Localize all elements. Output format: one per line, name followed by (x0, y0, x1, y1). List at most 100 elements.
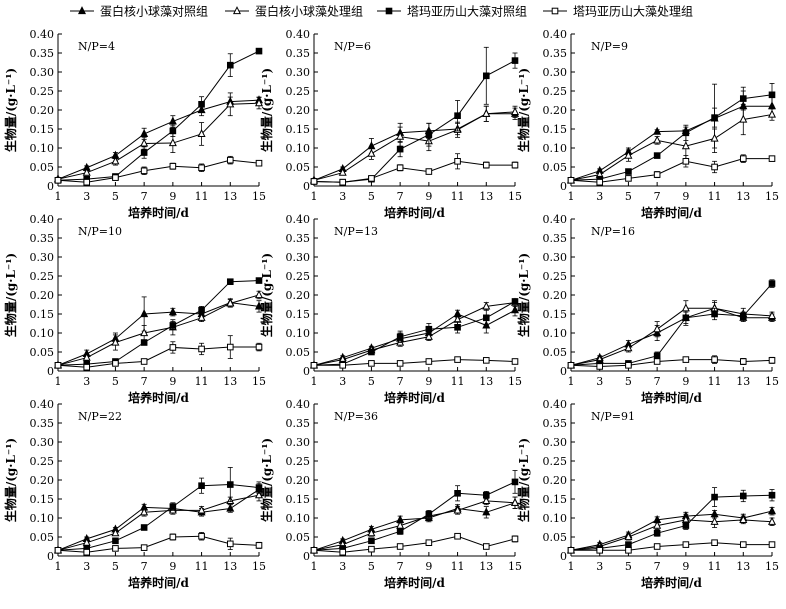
data-point (169, 162, 177, 170)
series-line (313, 502, 516, 551)
x-tick-label: 15 (508, 560, 522, 573)
data-point (54, 362, 62, 369)
data-point (510, 305, 520, 314)
y-tick-label: 0.15 (543, 308, 568, 321)
y-axis-label: 生物量/(g·L⁻¹) (516, 68, 531, 152)
y-tick-label: 0.25 (286, 85, 311, 98)
x-tick-label: 7 (654, 375, 661, 388)
y-axis-label: 生物量/(g·L⁻¹) (3, 253, 18, 337)
data-point (111, 337, 120, 346)
data-point (682, 356, 690, 363)
legend-label: 塔玛亚历山大藻对照组 (407, 5, 527, 19)
y-tick-label: 0.25 (543, 85, 568, 98)
x-tick-label: 11 (451, 190, 465, 203)
data-point (424, 331, 433, 340)
data-point (140, 167, 148, 175)
y-tick-label: 0.20 (543, 474, 568, 487)
y-tick-label: 0.10 (286, 142, 311, 155)
data-point (625, 547, 632, 554)
y-tick-label: 0 (47, 550, 54, 563)
x-axis-label: 培养时间/d (641, 205, 702, 220)
data-point (140, 544, 148, 551)
y-tick-label: 0.05 (30, 531, 55, 544)
y-tick-label: 0.20 (30, 104, 55, 117)
x-tick-label: 15 (765, 375, 779, 388)
data-point (111, 156, 120, 165)
panel-3: 00.050.100.150.200.250.300.350.401 3 5 7 9 11… (516, 28, 779, 220)
series-4 (567, 539, 776, 554)
y-tick-label: 0.15 (30, 123, 55, 136)
x-tick-label: 1 (55, 560, 62, 573)
x-tick-label: 13 (223, 375, 237, 388)
data-point (169, 533, 177, 541)
data-point (368, 348, 375, 356)
y-tick-label: 0.40 (543, 28, 568, 41)
y-tick-label: 0.10 (286, 512, 311, 525)
data-point (711, 310, 718, 318)
x-tick-label: 7 (141, 560, 148, 573)
series-line (313, 302, 516, 366)
data-point (482, 507, 491, 516)
x-tick-label: 11 (708, 560, 722, 573)
x-tick-label: 13 (223, 190, 237, 203)
data-point (168, 138, 177, 147)
data-point (396, 131, 405, 140)
data-point (767, 109, 777, 118)
data-point (111, 528, 120, 537)
series-line (570, 307, 773, 366)
data-point (396, 528, 404, 535)
y-tick-label: 0.20 (30, 474, 55, 487)
data-point (83, 178, 91, 186)
data-point (567, 177, 575, 184)
data-point (396, 360, 404, 367)
y-axis-label: 生物量/(g·L⁻¹) (259, 253, 274, 337)
x-tick-label: 7 (654, 190, 661, 203)
x-axis-label: 培养时间/d (128, 390, 189, 405)
data-point (768, 541, 776, 548)
data-point (624, 532, 633, 541)
data-point (82, 352, 91, 361)
data-point (482, 301, 491, 310)
x-tick-label: 15 (252, 375, 266, 388)
y-tick-label: 0.40 (543, 213, 568, 226)
x-tick-label: 7 (397, 190, 404, 203)
data-point (54, 547, 62, 554)
data-point (653, 358, 661, 365)
y-tick-label: 0.30 (30, 436, 55, 449)
data-point (198, 532, 205, 540)
data-point (169, 127, 177, 135)
series-4 (567, 154, 776, 186)
data-point (682, 522, 690, 529)
panel-title: N/P=10 (78, 225, 122, 238)
data-point (255, 484, 263, 491)
y-tick-label: 0.05 (543, 346, 568, 359)
y-tick-label: 0.40 (30, 213, 55, 226)
x-tick-label: 3 (596, 560, 603, 573)
y-tick-label: 0.30 (30, 66, 55, 79)
x-tick-label: 11 (195, 375, 209, 388)
y-tick-label: 0.25 (30, 270, 55, 283)
data-point (197, 505, 206, 514)
data-point (255, 47, 263, 55)
data-point (767, 516, 777, 525)
x-tick-label: 1 (311, 375, 318, 388)
x-tick-label: 15 (252, 560, 266, 573)
series-line (57, 494, 260, 551)
data-point (596, 178, 604, 186)
y-tick-label: 0.20 (30, 289, 55, 302)
data-point (168, 307, 177, 316)
y-tick-label: 0 (47, 180, 54, 193)
legend-label: 塔玛亚历山大藻处理组 (573, 5, 693, 19)
data-point (710, 516, 719, 525)
x-tick-label: 13 (736, 375, 750, 388)
y-tick-label: 0.05 (543, 161, 568, 174)
x-tick-label: 3 (339, 190, 346, 203)
data-point (396, 164, 404, 172)
y-tick-label: 0.20 (286, 104, 311, 117)
data-point (112, 545, 119, 552)
x-tick-label: 9 (169, 190, 176, 203)
series-3 (54, 47, 263, 184)
y-tick-label: 0.05 (30, 346, 55, 359)
x-tick-label: 1 (55, 375, 62, 388)
